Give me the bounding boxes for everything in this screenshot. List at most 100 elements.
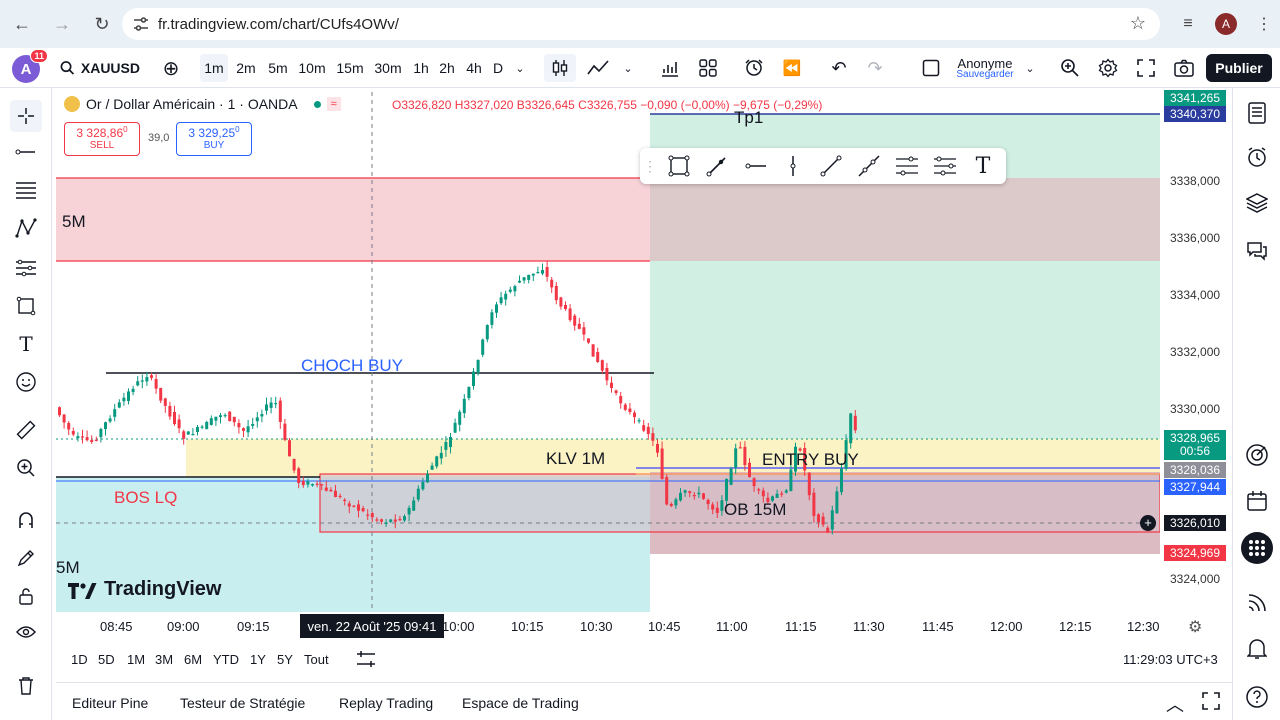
interval-10m[interactable]: 10m xyxy=(298,60,326,76)
extended-line-icon[interactable] xyxy=(850,148,888,184)
range-1d[interactable]: 1D xyxy=(71,652,88,667)
symbol-title[interactable]: Or / Dollar Américain · 1 · OANDA xyxy=(86,96,298,112)
time-axis[interactable]: 08:45 09:00 09:15 10:00 10:15 10:30 10:4… xyxy=(56,612,1232,640)
range-1y[interactable]: 1Y xyxy=(250,652,266,667)
maximize-panel-icon[interactable] xyxy=(1202,692,1220,713)
ray-tool-icon[interactable] xyxy=(698,148,736,184)
quick-search-icon[interactable] xyxy=(1056,54,1084,82)
chart-type-dropdown-icon[interactable]: ⌄ xyxy=(623,62,633,75)
line-chart-icon[interactable] xyxy=(584,54,612,82)
profile-avatar[interactable]: A xyxy=(1210,8,1242,40)
range-3m[interactable]: 3M xyxy=(155,652,174,667)
fullscreen-icon[interactable] xyxy=(1132,54,1160,82)
alerts-clock-icon[interactable] xyxy=(1242,142,1272,172)
site-settings-icon[interactable] xyxy=(132,15,150,33)
trend-line-tool-icon[interactable] xyxy=(812,148,850,184)
emoji-icon[interactable] xyxy=(10,366,42,398)
parallel-channel-icon[interactable] xyxy=(888,148,926,184)
range-5y[interactable]: 5Y xyxy=(277,652,293,667)
chat-icon[interactable] xyxy=(1242,236,1272,266)
interval-4h[interactable]: 4h xyxy=(466,60,482,76)
undo-icon[interactable]: ↶ xyxy=(831,57,847,78)
snapshot-camera-icon[interactable] xyxy=(1170,54,1198,82)
interval-1m[interactable]: 1m xyxy=(200,54,228,82)
settings-gear-icon[interactable] xyxy=(1094,54,1122,82)
fib-channel-icon[interactable] xyxy=(926,148,964,184)
vertical-line-icon[interactable] xyxy=(774,148,812,184)
address-bar[interactable]: fr.tradingview.com/chart/CUfs4OWv/ ☆ xyxy=(122,8,1160,40)
text-icon[interactable]: T xyxy=(975,153,991,179)
range-5d[interactable]: 5D xyxy=(98,652,115,667)
tab-pine-editor[interactable]: Editeur Pine xyxy=(72,695,149,711)
notifications-bell-icon[interactable] xyxy=(1242,634,1272,664)
entry-buy-label[interactable]: ENTRY BUY xyxy=(762,450,859,469)
eye-icon[interactable] xyxy=(10,616,42,648)
calendar-icon[interactable] xyxy=(1242,486,1272,516)
bookmark-star-icon[interactable]: ☆ xyxy=(1129,13,1146,33)
forecasting-tool-icon[interactable] xyxy=(10,252,42,284)
save-layout-button[interactable]: Anonyme Sauvegarder xyxy=(956,55,1014,80)
zone-5m-bottom-label[interactable]: 5M xyxy=(56,558,80,577)
watchlist-icon[interactable] xyxy=(1242,98,1272,128)
redo-icon[interactable]: ↷ xyxy=(867,57,883,78)
klv-1m-label[interactable]: KLV 1M xyxy=(546,449,606,468)
interval-d[interactable]: D xyxy=(492,60,504,76)
add-price-level-icon[interactable]: + xyxy=(1140,515,1156,531)
ob-15m-label[interactable]: OB 15M xyxy=(724,500,787,519)
range-ytd[interactable]: YTD xyxy=(213,652,239,667)
price-axis[interactable]: 3338,000 3336,000 3334,000 3332,000 3330… xyxy=(1140,90,1232,612)
clock-timezone[interactable]: 11:29:03 UTC+3 xyxy=(1123,652,1218,667)
tab-trading-panel[interactable]: Espace de Trading xyxy=(462,695,579,711)
tab-replay-trading[interactable]: Replay Trading xyxy=(339,695,434,711)
user-avatar[interactable]: A 11 xyxy=(12,49,48,83)
ruler-icon[interactable] xyxy=(10,414,42,446)
magnet-icon[interactable] xyxy=(10,504,42,536)
fib-retracement-icon[interactable] xyxy=(10,174,42,206)
range-1m[interactable]: 1M xyxy=(127,652,146,667)
idea-target-icon[interactable] xyxy=(1242,440,1272,470)
interval-30m[interactable]: 30m xyxy=(374,60,402,76)
tradingview-watermark[interactable]: TradingView xyxy=(68,578,221,601)
symbol-search-button[interactable]: XAUUSD xyxy=(60,54,140,82)
alert-icon[interactable] xyxy=(740,54,768,82)
zone-5m-top-label[interactable]: 5M xyxy=(62,212,86,231)
browser-menu-icon[interactable]: ⋮ xyxy=(1256,16,1272,33)
tab-strategy-tester[interactable]: Testeur de Stratégie xyxy=(180,695,306,711)
products-grid-icon[interactable] xyxy=(1241,532,1273,564)
publish-button[interactable]: Publier xyxy=(1206,54,1272,82)
sell-button[interactable]: 3 328,860 SELL xyxy=(64,122,140,156)
save-dropdown-icon[interactable]: ⌄ xyxy=(1025,62,1035,75)
pattern-tool-icon[interactable] xyxy=(10,212,42,244)
trash-icon[interactable] xyxy=(10,670,42,702)
choch-buy-label[interactable]: CHOCH BUY xyxy=(301,356,404,375)
lock-icon[interactable] xyxy=(10,580,42,612)
candles-icon[interactable] xyxy=(544,54,576,82)
forward-icon[interactable]: → xyxy=(53,13,71,34)
media-queue-icon[interactable]: ≡ xyxy=(1183,15,1193,32)
drag-handle-icon[interactable]: ⋮ xyxy=(643,157,657,174)
buy-button[interactable]: 3 329,250 BUY xyxy=(176,122,252,156)
templates-icon[interactable] xyxy=(694,54,722,82)
reload-icon[interactable]: ↻ xyxy=(94,13,110,34)
interval-5m[interactable]: 5m xyxy=(268,60,288,76)
shapes-tool-icon[interactable] xyxy=(10,290,42,322)
replay-icon[interactable]: ⏪ xyxy=(782,60,802,77)
interval-dropdown-icon[interactable]: ⌄ xyxy=(515,62,525,75)
range-6m[interactable]: 6M xyxy=(184,652,203,667)
date-range-calendar-icon[interactable] xyxy=(356,650,376,671)
stay-in-drawing-icon[interactable] xyxy=(10,542,42,574)
interval-2h[interactable]: 2h xyxy=(439,60,455,76)
stream-signal-icon[interactable] xyxy=(1242,588,1272,618)
axis-settings-gear-icon[interactable]: ⚙ xyxy=(1188,619,1203,636)
bos-lq-label[interactable]: BOS LQ xyxy=(114,488,178,507)
layout-icon[interactable] xyxy=(918,54,944,82)
text-tool-icon[interactable]: T xyxy=(19,332,33,356)
compare-symbol-icon[interactable]: ⊕ xyxy=(162,57,180,80)
tp1-label[interactable]: Tp1 xyxy=(734,108,764,127)
rectangle-tool-icon[interactable] xyxy=(660,148,698,184)
object-tree-icon[interactable] xyxy=(1242,188,1272,218)
range-all[interactable]: Tout xyxy=(304,652,329,667)
horizontal-ray-icon[interactable] xyxy=(736,148,774,184)
crosshair-icon[interactable] xyxy=(10,100,42,132)
zoom-in-icon[interactable] xyxy=(10,452,42,484)
